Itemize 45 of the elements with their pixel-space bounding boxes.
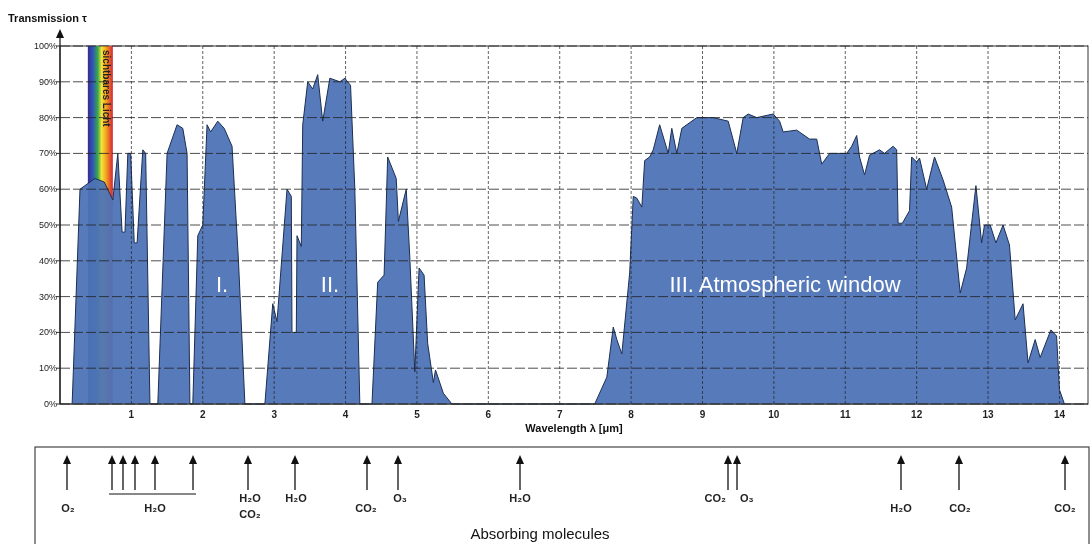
text: O₃ [740, 492, 754, 504]
x-tick-label: 2 [200, 409, 206, 420]
annotation: I. [215, 272, 229, 297]
text: CO₂ [1054, 502, 1076, 514]
y-tick-label: 30% [38, 291, 57, 302]
x-tick-label: 4 [342, 409, 349, 420]
x-tick-label: 9 [699, 409, 706, 420]
text: O₃ [393, 492, 407, 504]
y-tick-label: 90% [38, 76, 57, 87]
y-tick-label: 50% [38, 220, 57, 230]
y-tick-label: 100% [33, 41, 57, 51]
text: CO₂ [704, 492, 727, 504]
x-tick-label: 7 [556, 409, 563, 420]
x-tick-label: 5 [414, 409, 421, 420]
annotation: II. [320, 272, 340, 297]
x-axis-title: Wavelength λ [μm] [525, 422, 624, 434]
y-axis-title: Transmission τ [8, 12, 87, 24]
x-tick-label: 8 [628, 409, 635, 420]
text: CO₂ [239, 508, 261, 520]
y-tick-label: 70% [38, 148, 57, 159]
x-tick-label: 1 [128, 409, 135, 420]
x-tick-label: 3 [271, 409, 278, 420]
x-tick-label: 10 [768, 409, 780, 420]
x-tick-label: 11 [839, 409, 851, 420]
y-tick-label: 0% [43, 399, 57, 409]
text: Absorbing molecules [470, 525, 610, 542]
x-tick-label: 13 [982, 409, 995, 420]
x-tick-label: 6 [485, 409, 492, 420]
y-tick-label: 40% [38, 255, 57, 266]
y-tick-label: 20% [38, 327, 57, 338]
band-label: sichtbares Licht [101, 50, 113, 128]
x-tick-label: 14 [1053, 409, 1066, 420]
y-tick-label: 80% [38, 112, 57, 123]
text: CO₂ [355, 502, 377, 514]
x-tick-label: 12 [911, 409, 923, 420]
text: O₂ [61, 502, 75, 514]
text: CO₂ [949, 502, 971, 514]
text: H₂O [285, 492, 308, 504]
y-tick-label: 60% [38, 184, 57, 195]
text: H₂O [239, 492, 262, 504]
annotation: III. Atmospheric window [669, 272, 901, 297]
text: H₂O [144, 502, 167, 514]
text: H₂O [509, 492, 532, 504]
y-tick-label: 10% [38, 363, 57, 374]
text: H₂O [890, 502, 913, 514]
